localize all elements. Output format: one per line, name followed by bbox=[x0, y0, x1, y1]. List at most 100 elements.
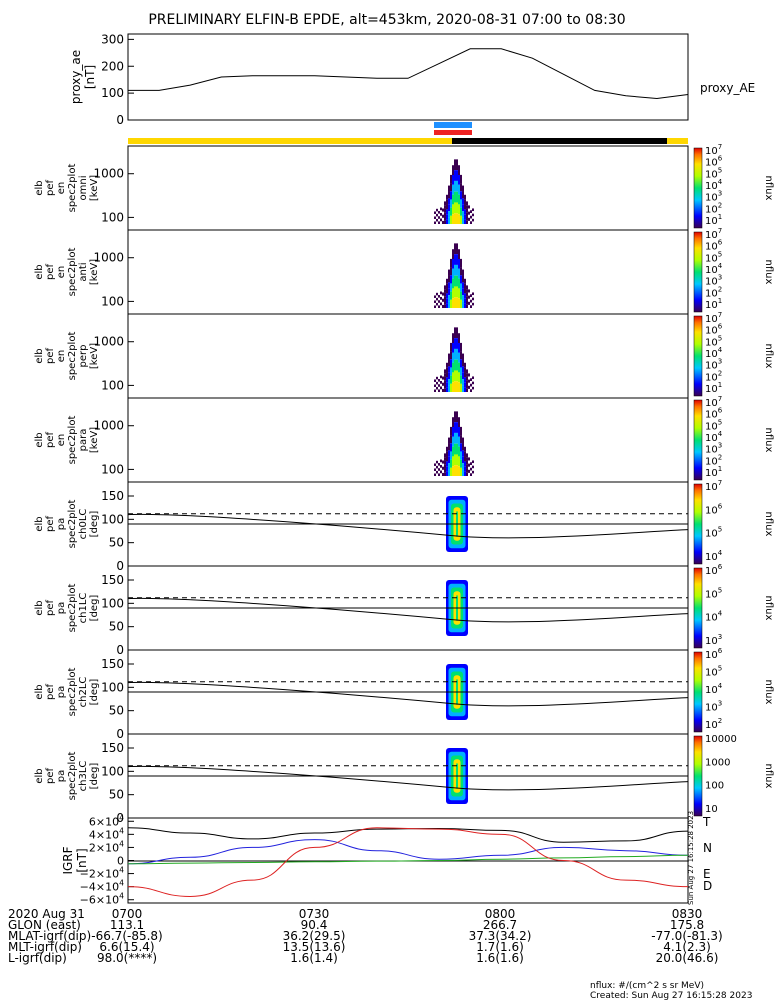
spectrogram-cell bbox=[470, 210, 472, 214]
colorbar-label: nflux bbox=[763, 680, 774, 705]
spectrogram-cell bbox=[454, 359, 456, 371]
pa-ytick-label: 50 bbox=[109, 620, 124, 634]
proxy-ae-frame bbox=[127, 33, 689, 121]
spectrogram-cell bbox=[434, 473, 436, 476]
loss-cone-curve bbox=[127, 765, 689, 791]
spectrogram-cell bbox=[448, 437, 450, 444]
footer-row-value: 13.5(13.6) bbox=[283, 940, 346, 954]
spectrogram-cell bbox=[466, 453, 468, 458]
spectrogram-cell bbox=[464, 298, 466, 304]
spectrogram-cell bbox=[456, 411, 458, 423]
pa-ytick-label: 100 bbox=[101, 680, 124, 694]
pitch-angle-panel: 150 100 50 0 elb pef pa spec2plot ch2LC [deg] 106 1… bbox=[34, 647, 774, 741]
spectrogram-cell bbox=[450, 342, 452, 352]
spectrogram-cell bbox=[456, 370, 458, 382]
spectrogram-cell bbox=[454, 327, 456, 339]
spectrogram-cell bbox=[448, 469, 450, 476]
spectrogram-cell bbox=[472, 297, 474, 301]
spectrogram-cell bbox=[454, 170, 456, 181]
spectrogram-cell bbox=[462, 443, 464, 451]
spectrogram-cell bbox=[466, 304, 468, 308]
spectrogram-cell bbox=[442, 376, 444, 380]
footer-row-label: 2020 Aug 31 bbox=[8, 907, 85, 921]
spectrogram-cell bbox=[434, 216, 436, 219]
spectrogram-cell bbox=[454, 411, 456, 423]
spectrogram-cell bbox=[460, 435, 462, 444]
spectrogram-cell bbox=[466, 384, 468, 389]
spectrogram-cell bbox=[466, 220, 468, 224]
energy-ytick-label: 1000 bbox=[93, 335, 124, 349]
colorbar-tick-label: 101 bbox=[705, 465, 722, 479]
spectrogram-cell bbox=[446, 209, 448, 215]
pa-ylabel: pef bbox=[45, 684, 56, 701]
spectrogram-cell bbox=[450, 215, 452, 224]
colorbar-tick-label: 104 bbox=[705, 262, 723, 276]
spectrogram-cell bbox=[452, 298, 454, 308]
spectrogram-cell bbox=[442, 292, 444, 296]
pa-ylabel: [deg] bbox=[89, 679, 100, 706]
igrf-ytick-label: −2×104 bbox=[80, 866, 124, 881]
colorbar-tick-label: 103 bbox=[705, 442, 722, 456]
spectrogram-cell bbox=[450, 383, 452, 392]
spectrogram-cell bbox=[448, 450, 450, 457]
spectrogram-cell bbox=[464, 199, 466, 205]
spectrogram-cell bbox=[460, 426, 462, 436]
spectrogram-cell bbox=[468, 469, 470, 473]
spectrogram-cell bbox=[458, 362, 460, 373]
spectrogram-cell bbox=[464, 387, 466, 392]
spectrogram-cell bbox=[452, 362, 454, 373]
spectrogram-cell bbox=[454, 202, 456, 214]
spectrogram-cell bbox=[456, 297, 458, 308]
spectrogram-cell bbox=[448, 217, 450, 224]
colorbar-tick-label: 105 bbox=[705, 418, 722, 432]
spectrogram-cell bbox=[462, 269, 464, 276]
spectrogram-cell bbox=[460, 283, 462, 292]
spectrogram-cell bbox=[464, 466, 466, 472]
colorbar-tick-label: 107 bbox=[705, 311, 722, 325]
spectrogram-cell bbox=[458, 194, 460, 205]
spectrogram-cell bbox=[460, 207, 462, 216]
spectrogram-cell bbox=[436, 213, 438, 217]
spectrogram-cell bbox=[454, 191, 456, 203]
igrf-ytick-label: 0 bbox=[117, 855, 124, 868]
pa-ylabel: spec2plot bbox=[67, 500, 78, 549]
spectrogram-cell bbox=[438, 221, 440, 224]
spectrogram-cell bbox=[442, 298, 444, 302]
spectrogram-cell bbox=[448, 211, 450, 218]
spectrogram-cell bbox=[472, 218, 474, 222]
footer-row-label: MLT-igrf(dip) bbox=[8, 940, 82, 954]
colorbar-tick-label: 104 bbox=[705, 430, 723, 444]
spectrogram-cell bbox=[434, 300, 436, 303]
footer-row-value: 1.6(1.6) bbox=[476, 951, 524, 965]
spectrogram-cell bbox=[460, 359, 462, 368]
spectrogram-cell bbox=[464, 377, 466, 383]
spectrogram-cell bbox=[458, 466, 460, 476]
igrf-ylabel: [nT] bbox=[75, 848, 89, 872]
spectrogram-cell bbox=[440, 470, 442, 474]
pa-ytick-label: 150 bbox=[101, 657, 124, 671]
spectrogram-cell bbox=[462, 437, 464, 444]
spectrogram-cell bbox=[466, 369, 468, 374]
colorbar-tick-label: 105 bbox=[705, 250, 722, 264]
colorbar bbox=[693, 147, 703, 229]
colorbar-tick-label: 10 bbox=[705, 804, 718, 815]
spectrogram-cell bbox=[446, 214, 448, 220]
spectrogram-cell bbox=[462, 282, 464, 289]
colorbar-tick-label: 103 bbox=[705, 190, 722, 204]
spectrogram-cell bbox=[446, 283, 448, 289]
spectrogram-cell bbox=[462, 359, 464, 367]
spectrogram-cell bbox=[460, 443, 462, 452]
spectrogram-cell bbox=[444, 457, 446, 461]
colorbar-tick-label: 105 bbox=[705, 334, 722, 348]
colorbar bbox=[693, 735, 703, 817]
spectrogram-cell bbox=[434, 211, 436, 214]
spectrogram-cell bbox=[458, 278, 460, 289]
spectrogram-cell bbox=[466, 216, 468, 221]
pa-ytick-label: 150 bbox=[101, 741, 124, 755]
spectrogram-cell bbox=[454, 264, 456, 276]
spectrogram-cell bbox=[452, 268, 454, 279]
spectrogram-cell bbox=[472, 381, 474, 385]
spectrogram-cell bbox=[436, 292, 438, 296]
igrf-legend-label: E bbox=[703, 867, 711, 881]
spectrogram-cell bbox=[454, 338, 456, 349]
